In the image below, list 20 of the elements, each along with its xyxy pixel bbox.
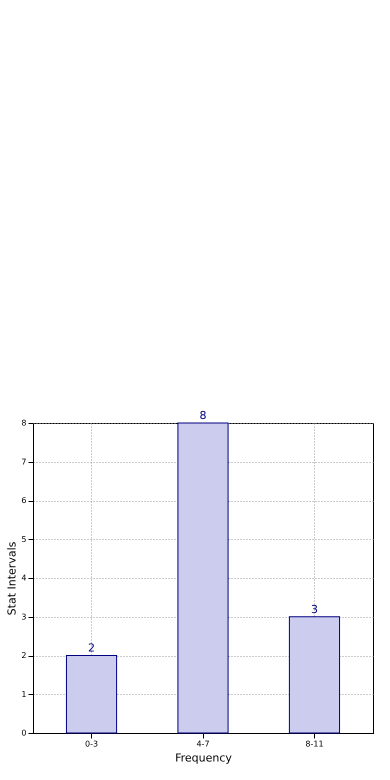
x-tick-label: 0-3 — [84, 740, 98, 748]
y-tick-label: 2 — [21, 651, 26, 660]
x-tick-label: 8-11 — [305, 740, 324, 748]
y-tick-label: 0 — [21, 728, 26, 738]
data-label: 2 — [88, 642, 96, 654]
data-label: 3 — [310, 602, 318, 616]
bar — [177, 422, 229, 734]
bar — [288, 616, 340, 734]
y-tick-label: 7 — [21, 457, 26, 466]
y-tick-label: 6 — [21, 496, 26, 505]
y-tick-label: 1 — [21, 690, 26, 699]
data-label: 8 — [200, 409, 206, 422]
x-axis-title: Frequency — [175, 752, 232, 764]
y-tick-label: 3 — [21, 612, 26, 622]
y-tick-label: 4 — [21, 574, 26, 582]
y-tick-label: 5 — [21, 534, 26, 544]
y-axis-title: Stat Intervals — [5, 541, 18, 616]
x-tick-label: 4-7 — [196, 740, 210, 748]
y-tick-label: 8 — [21, 418, 26, 428]
bar — [66, 655, 118, 734]
